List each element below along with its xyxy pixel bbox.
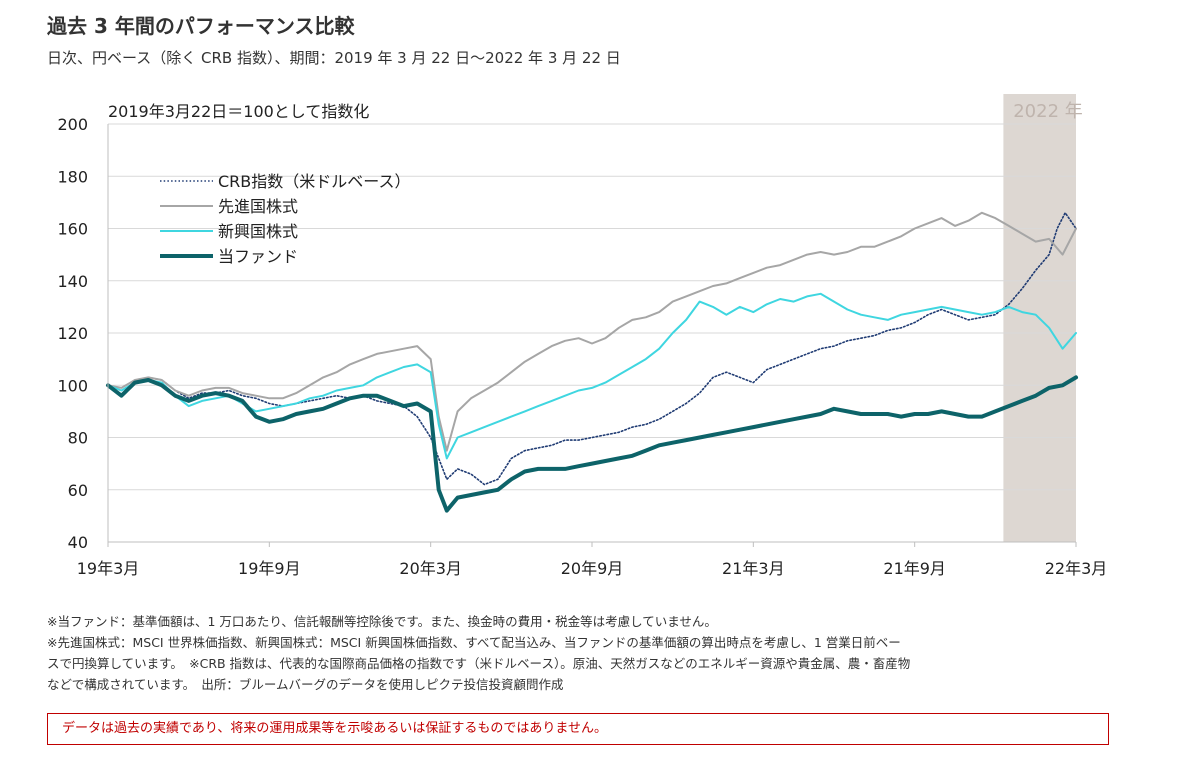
footnote-line: ※先進国株式：MSCI 世界株価指数、新興国株式：MSCI 新興国株価指数、すべ… xyxy=(47,635,901,650)
base-note: 2019年3月22日＝100として指数化 xyxy=(108,102,369,121)
highlight-label: 2022 年 xyxy=(1013,101,1083,122)
legend-label: 新興国株式 xyxy=(218,222,298,241)
y-tick-label: 100 xyxy=(57,376,88,395)
y-tick-label: 180 xyxy=(57,167,88,186)
y-tick-label: 80 xyxy=(68,429,88,448)
axis-layer: 40 60 80 100 120 140 160 180 200 19年3月 19年9月 20年3月 2… xyxy=(57,115,1107,578)
performance-chart: 40 60 80 100 120 140 160 180 200 19年3月 19年9月 20年3月 2… xyxy=(57,94,1107,578)
footnote-line: スで円換算しています。 ※CRB 指数は、代表的な国際商品価格の指数です（米ドル… xyxy=(47,656,911,671)
y-tick-label: 120 xyxy=(57,324,88,343)
x-tick-label: 20年3月 xyxy=(399,559,462,578)
x-tick-label: 20年9月 xyxy=(561,559,624,578)
x-tick-label: 21年3月 xyxy=(722,559,785,578)
page-subtitle: 日次、円ベース（除く CRB 指数）、期間：2019 年 3 月 22 日～20… xyxy=(47,49,621,67)
x-tick-label: 21年9月 xyxy=(883,559,946,578)
x-tick-label: 22年3月 xyxy=(1045,559,1108,578)
legend-label: CRB指数（米ドルベース） xyxy=(218,172,410,191)
series-line xyxy=(106,375,1078,513)
series-line xyxy=(107,212,1077,486)
footnotes: ※当ファンド：基準価額は、1 万口あたり、信託報酬等控除後です。また、換金時の費… xyxy=(47,611,1137,695)
legend-label: 当ファンド xyxy=(218,247,298,266)
x-tick-label: 19年9月 xyxy=(238,559,301,578)
x-tick-label: 19年3月 xyxy=(77,559,140,578)
y-tick-label: 60 xyxy=(68,481,88,500)
footnote-line: などで構成されています。 出所：ブルームバーグのデータを使用しピクテ投信投資顧問… xyxy=(47,677,564,692)
y-tick-label: 140 xyxy=(57,272,88,291)
y-tick-label: 40 xyxy=(68,533,88,552)
y-tick-label: 160 xyxy=(57,220,88,239)
disclaimer-box: データは過去の実績であり、将来の運用成果等を示唆あるいは保証するものではありませ… xyxy=(47,713,1109,745)
series-line xyxy=(107,292,1077,460)
page-title: 過去 3 年間のパフォーマンス比較 xyxy=(47,14,355,38)
series-line xyxy=(107,211,1077,452)
series-layer xyxy=(106,211,1078,513)
legend-label: 先進国株式 xyxy=(218,197,298,216)
y-tick-label: 200 xyxy=(57,115,88,134)
footnote-line: ※当ファンド：基準価額は、1 万口あたり、信託報酬等控除後です。また、換金時の費… xyxy=(47,614,717,629)
